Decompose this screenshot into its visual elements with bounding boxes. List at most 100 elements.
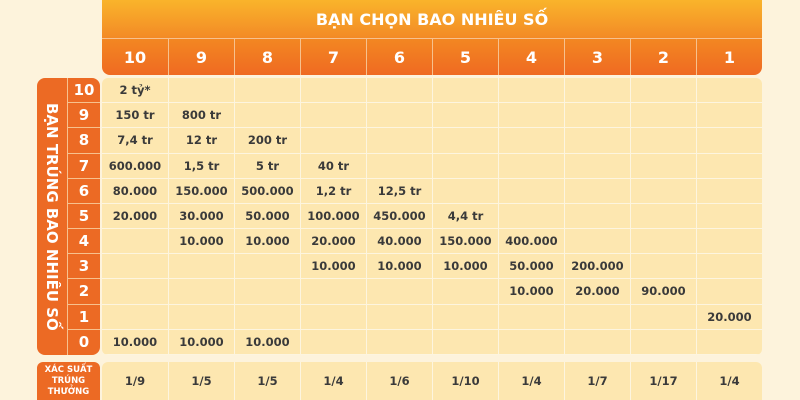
table-cell: 50.000 — [234, 203, 300, 229]
table-cell — [696, 153, 762, 178]
probability-cell: 1/5 — [168, 362, 234, 400]
header-title: BẠN CHỌN BAO NHIÊU SỐ — [102, 0, 762, 38]
table-cell — [696, 203, 762, 229]
table-cell: 450.000 — [366, 203, 432, 229]
prize-table: 2 tỷ* 150 tr 800 tr 7,4 tr 12 tr 200 tr 600.00… — [102, 78, 762, 355]
row-header: 3 — [68, 254, 100, 280]
table-row: 600.000 1,5 tr 5 tr 40 tr — [102, 153, 762, 179]
table-cell — [432, 304, 498, 329]
row-header: 10 — [68, 78, 100, 104]
table-cell — [432, 128, 498, 153]
row-header: 8 — [68, 128, 100, 154]
table-cell: 200 tr — [234, 128, 300, 153]
table-cell — [630, 304, 696, 329]
table-row: 150 tr 800 tr — [102, 103, 762, 129]
table-cell — [498, 178, 564, 203]
table-cell: 10.000 — [168, 329, 234, 354]
table-cell: 10.000 — [300, 254, 366, 279]
table-cell — [564, 329, 630, 354]
table-cell — [234, 103, 300, 128]
column-header: 1 — [696, 38, 762, 75]
table-cell — [630, 153, 696, 178]
row-header: 0 — [78, 332, 90, 351]
table-cell — [630, 329, 696, 354]
probability-cell: 1/4 — [498, 362, 564, 400]
row-header: 4 — [68, 229, 100, 255]
table-cell: 50.000 — [498, 254, 564, 279]
table-cell — [168, 304, 234, 329]
table-cell — [630, 229, 696, 254]
row-header: 5 — [68, 204, 100, 230]
table-cell: 2 tỷ* — [119, 83, 151, 97]
table-cell: 4,4 tr — [432, 203, 498, 229]
row-header: 7 — [68, 154, 100, 179]
table-cell — [630, 128, 696, 153]
row-header: 2 — [68, 279, 100, 305]
table-cell: 10.000 — [366, 254, 432, 279]
table-cell — [630, 78, 696, 103]
table-cell — [366, 304, 432, 329]
probability-cell: 1/5 — [234, 362, 300, 400]
table-cell — [300, 329, 366, 354]
column-header: 9 — [168, 38, 234, 75]
table-cell — [432, 329, 498, 354]
table-cell — [432, 178, 498, 203]
table-cell: 150 tr — [115, 108, 155, 123]
column-header: 6 — [366, 38, 432, 75]
table-cell: 150.000 — [432, 229, 498, 254]
table-cell: 150.000 — [168, 178, 234, 203]
table-cell — [102, 229, 168, 253]
table-cell — [564, 78, 630, 103]
table-cell — [102, 254, 168, 278]
table-row: 10.000 20.000 90.000 — [102, 279, 762, 305]
probability-row: 1/9 1/5 1/5 1/4 1/6 1/10 1/4 1/7 1/17 1/4 — [102, 362, 762, 400]
table-cell — [564, 203, 630, 229]
table-cell — [300, 304, 366, 329]
table-cell — [630, 203, 696, 229]
table-cell — [366, 329, 432, 354]
table-cell — [102, 279, 168, 303]
table-cell — [696, 103, 762, 128]
table-cell — [498, 103, 564, 128]
table-cell: 20.000 — [564, 279, 630, 304]
table-row: 80.000 150.000 500.000 1,2 tr 12,5 tr — [102, 178, 762, 204]
table-cell — [630, 103, 696, 128]
column-header: 5 — [432, 38, 498, 75]
table-cell — [564, 304, 630, 329]
probability-cell: 1/4 — [696, 362, 762, 400]
column-header: 2 — [630, 38, 696, 75]
table-cell — [498, 78, 564, 103]
table-cell — [696, 178, 762, 203]
table-cell — [696, 329, 762, 354]
table-cell: 20.000 — [112, 208, 158, 223]
side-title: BẠN TRÚNG BAO NHIÊU SỐ — [37, 78, 68, 355]
table-cell: 500.000 — [234, 178, 300, 203]
table-cell: 800 tr — [168, 103, 234, 128]
table-cell — [432, 103, 498, 128]
table-cell: 12,5 tr — [366, 178, 432, 203]
table-cell — [564, 128, 630, 153]
side-panel: BẠN TRÚNG BAO NHIÊU SỐ 10 9 8 7 6 5 4 3 2 1 0 — [37, 78, 100, 355]
table-cell — [366, 78, 432, 103]
footer-label: XÁC SUẤT TRÚNG THƯỞNG — [37, 362, 100, 400]
table-cell: 40.000 — [366, 229, 432, 254]
row-header: 6 — [68, 179, 100, 204]
table-cell — [432, 78, 498, 103]
table-cell — [564, 229, 630, 254]
table-cell — [300, 103, 366, 128]
table-cell: 400.000 — [498, 229, 564, 254]
table-cell: 40 tr — [300, 153, 366, 178]
side-rows: 10 9 8 7 6 5 4 3 2 1 0 — [68, 78, 100, 355]
table-cell — [234, 78, 300, 103]
table-cell: 1,2 tr — [300, 178, 366, 203]
table-cell — [168, 279, 234, 304]
table-cell — [432, 279, 498, 304]
table-row: 2 tỷ* — [102, 78, 762, 104]
table-cell — [168, 78, 234, 103]
table-cell — [366, 153, 432, 178]
table-cell — [630, 254, 696, 279]
table-cell: 20.000 — [696, 304, 762, 329]
probability-cell: 1/7 — [564, 362, 630, 400]
table-cell: 1,5 tr — [168, 153, 234, 178]
probability-cell: 1/6 — [366, 362, 432, 400]
